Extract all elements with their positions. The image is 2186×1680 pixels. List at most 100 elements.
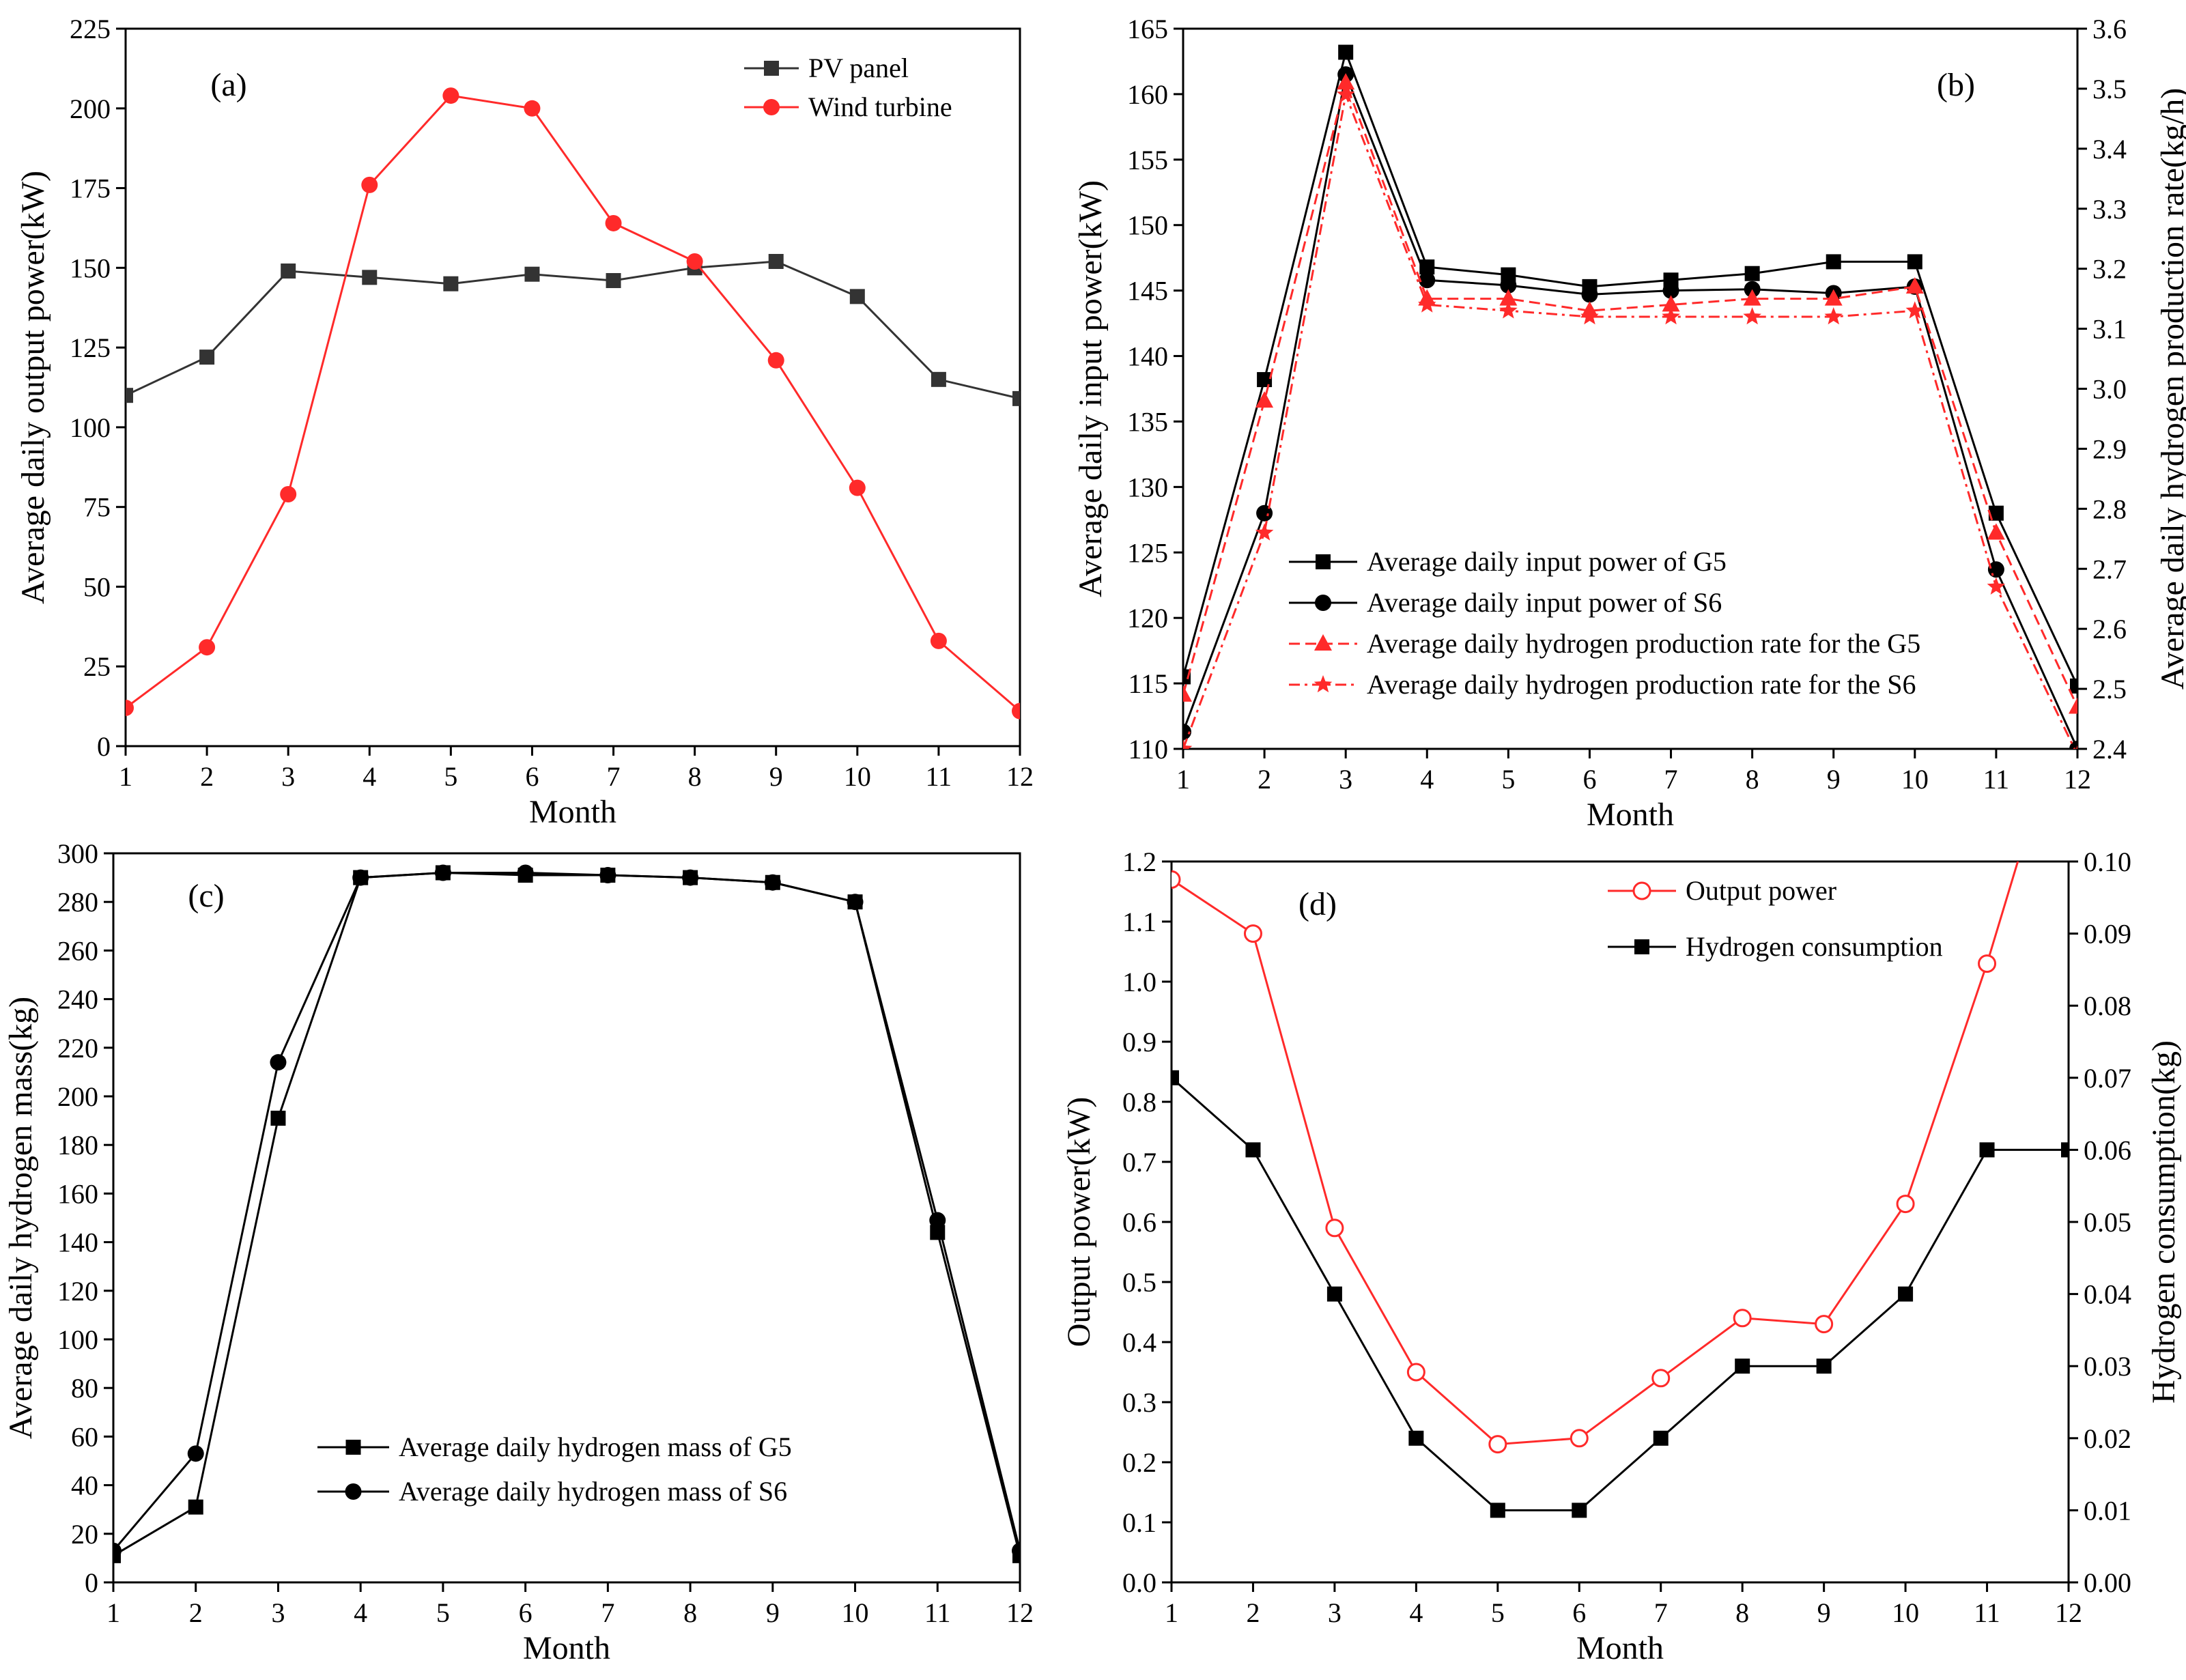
x-tick-label: 3 bbox=[271, 1597, 285, 1628]
y-right-tick-label: 3.5 bbox=[2092, 74, 2127, 104]
data-point bbox=[1580, 307, 1599, 325]
y-tick-label: 155 bbox=[1127, 145, 1168, 175]
legend-label: Average daily hydrogen production rate f… bbox=[1367, 669, 1916, 700]
x-tick-label: 4 bbox=[1409, 1597, 1423, 1628]
data-point bbox=[1338, 44, 1354, 60]
data-point bbox=[1816, 1358, 1832, 1374]
y-tick-label: 280 bbox=[57, 887, 98, 917]
data-point bbox=[1243, 924, 1262, 943]
data-point bbox=[2069, 697, 2077, 714]
data-point bbox=[599, 867, 616, 884]
series-line bbox=[1183, 48, 2077, 687]
y-tick-label: 125 bbox=[1127, 537, 1168, 568]
data-point bbox=[606, 273, 621, 289]
data-point bbox=[113, 1542, 122, 1559]
series-line bbox=[1183, 79, 2077, 708]
data-point bbox=[1012, 702, 1020, 720]
data-point bbox=[686, 253, 703, 270]
x-tick-label: 1 bbox=[119, 761, 132, 792]
y-tick-label: 80 bbox=[71, 1373, 98, 1404]
legend-marker bbox=[763, 99, 780, 115]
panel-tag: (b) bbox=[1937, 67, 1975, 103]
chart-panel-4: 1 2 3 4 5 6 7 8 9 10 11 120.00.10.20.30.40.50.60.70… bbox=[1061, 846, 2182, 1666]
data-point bbox=[1733, 1309, 1752, 1328]
legend-label: Average daily hydrogen mass of S6 bbox=[399, 1476, 787, 1507]
data-point bbox=[605, 214, 622, 231]
data-point bbox=[767, 352, 784, 369]
y-tick-label: 160 bbox=[1127, 79, 1168, 110]
y-right-tick-label: 0.02 bbox=[2084, 1423, 2131, 1454]
y-tick-label: 75 bbox=[83, 492, 111, 523]
data-point bbox=[1662, 307, 1680, 325]
plot-area bbox=[1183, 44, 2077, 749]
data-point bbox=[768, 253, 784, 269]
data-point bbox=[1735, 1358, 1750, 1374]
data-point bbox=[199, 639, 216, 656]
plot-area bbox=[126, 87, 1020, 720]
y-right-axis-label: Hydrogen consumption(kg) bbox=[2146, 1040, 2182, 1404]
legend: Average daily input power of G5 Average d… bbox=[1289, 546, 1920, 700]
series-2 bbox=[113, 864, 1020, 1559]
data-point bbox=[1325, 1219, 1344, 1238]
x-tick-label: 12 bbox=[1006, 761, 1034, 792]
y-tick-label: 50 bbox=[83, 571, 111, 602]
chart-panel-1: 1 2 3 4 5 6 7 8 9 10 11 120255075100125150175200225… bbox=[15, 14, 1034, 830]
plot-area bbox=[1172, 862, 2069, 1518]
x-tick-label: 1 bbox=[1165, 1597, 1178, 1628]
panel-tag: (d) bbox=[1298, 886, 1337, 922]
data-point bbox=[1653, 1430, 1669, 1446]
data-point bbox=[517, 864, 534, 881]
y-tick-label: 300 bbox=[57, 838, 98, 869]
x-tick-label: 2 bbox=[189, 1597, 203, 1628]
x-tick-label: 8 bbox=[688, 761, 702, 792]
data-point bbox=[1815, 1315, 1834, 1334]
x-tick-label: 11 bbox=[1974, 1597, 2000, 1628]
data-point bbox=[849, 479, 866, 496]
x-tick-label: 3 bbox=[1339, 764, 1352, 795]
series-line bbox=[1172, 1077, 2069, 1511]
x-tick-label: 11 bbox=[926, 761, 952, 792]
data-point bbox=[199, 350, 215, 365]
y-right-tick-label: 2.9 bbox=[2092, 433, 2127, 464]
y-tick-label: 1.1 bbox=[1122, 907, 1156, 937]
data-point bbox=[1987, 577, 2006, 595]
x-tick-label: 7 bbox=[1654, 1597, 1668, 1628]
data-point bbox=[849, 289, 865, 304]
series-line bbox=[126, 94, 1020, 712]
data-point bbox=[2076, 745, 2077, 749]
y-tick-label: 165 bbox=[1127, 14, 1168, 44]
data-point bbox=[1500, 276, 1517, 294]
data-point bbox=[1336, 85, 1355, 102]
y-right-tick-label: 0.05 bbox=[2084, 1207, 2131, 1238]
data-point bbox=[1572, 1503, 1587, 1518]
x-tick-label: 7 bbox=[1664, 764, 1678, 795]
y-tick-label: 140 bbox=[1127, 341, 1168, 372]
data-point bbox=[1245, 1142, 1261, 1158]
legend-label: Hydrogen consumption bbox=[1686, 931, 1943, 962]
data-point bbox=[1183, 739, 1193, 749]
x-tick-label: 12 bbox=[1006, 1597, 1034, 1628]
y-right-tick-label: 0.10 bbox=[2084, 846, 2131, 877]
x-axis-label: Month bbox=[523, 1630, 610, 1666]
y-tick-label: 150 bbox=[70, 253, 111, 283]
x-tick-label: 4 bbox=[363, 761, 376, 792]
legend-label: Average daily hydrogen mass of G5 bbox=[399, 1432, 792, 1462]
legend-item: Output power bbox=[1608, 875, 1836, 906]
data-point bbox=[1255, 523, 1274, 541]
x-tick-label: 8 bbox=[1746, 764, 1759, 795]
y-axis-label: Output power(kW) bbox=[1061, 1097, 1097, 1348]
legend: Output power Hydrogen consumption bbox=[1608, 875, 1943, 962]
data-point bbox=[524, 100, 541, 117]
y-tick-label: 0.7 bbox=[1122, 1147, 1156, 1178]
y-tick-label: 115 bbox=[1128, 668, 1168, 699]
x-tick-label: 3 bbox=[1328, 1597, 1342, 1628]
legend-label: Output power bbox=[1686, 875, 1836, 906]
y-right-tick-label: 3.0 bbox=[2092, 374, 2127, 405]
legend: Average daily hydrogen mass of G5 Average… bbox=[317, 1432, 792, 1507]
series-line bbox=[113, 872, 1020, 1552]
data-point bbox=[1172, 870, 1181, 889]
y-right-tick-label: 3.4 bbox=[2092, 134, 2127, 165]
y-tick-label: 150 bbox=[1127, 210, 1168, 241]
x-tick-label: 10 bbox=[1901, 764, 1929, 795]
legend-marker bbox=[1634, 939, 1649, 954]
